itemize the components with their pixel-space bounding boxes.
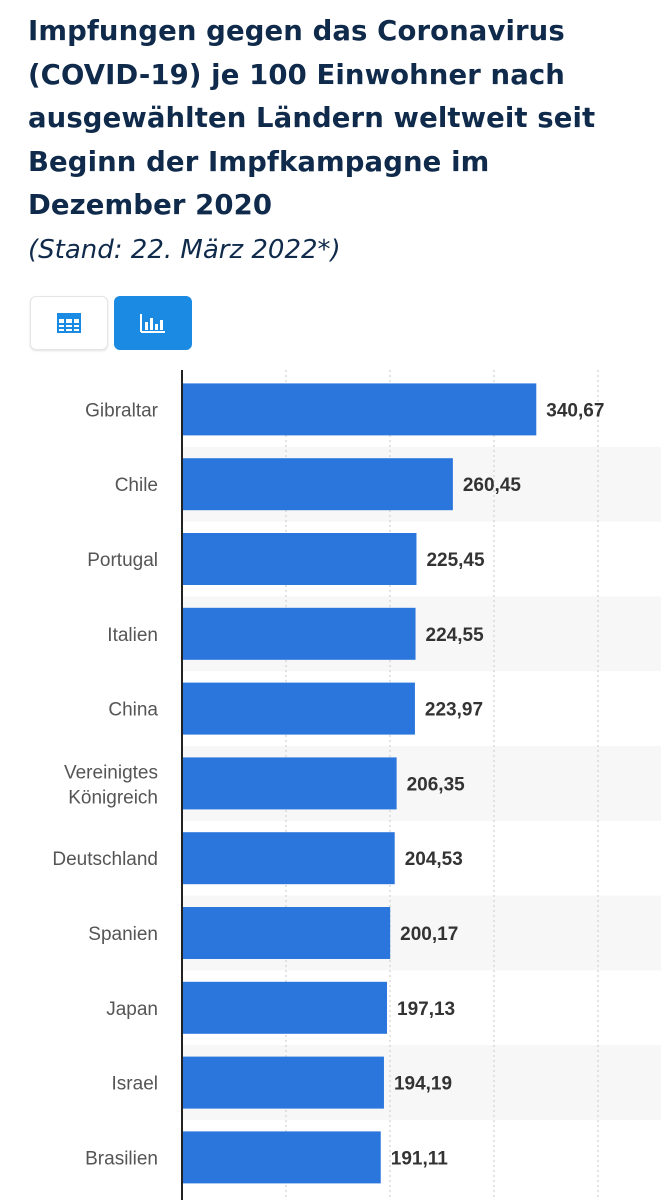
category-label: Israel	[112, 1074, 158, 1095]
bar-chart: 340,67 Gibraltar 260,45 Chile 225,45 Portugal…	[0, 370, 661, 1200]
category-label: Chile	[115, 475, 158, 496]
value-label: 206,35	[407, 774, 466, 795]
bar	[182, 757, 397, 810]
bar-chart-plot: 340,67 Gibraltar 260,45 Chile 225,45 Portugal…	[52, 370, 661, 1200]
bar	[182, 682, 415, 735]
table-icon	[57, 313, 81, 333]
value-label: 225,45	[426, 550, 485, 571]
bar	[182, 1131, 381, 1184]
bar-chart-icon	[140, 314, 165, 333]
chart-subtitle: (Stand: 22. März 2022*)	[28, 235, 341, 265]
value-label: 224,55	[426, 625, 485, 646]
table-view-button[interactable]	[30, 296, 108, 350]
category-label: Portugal	[87, 550, 158, 571]
bar	[182, 981, 388, 1034]
chart-view-button[interactable]	[114, 296, 192, 350]
value-label: 194,19	[394, 1074, 452, 1095]
bar	[182, 383, 537, 436]
value-label: 260,45	[463, 475, 522, 496]
value-label: 191,11	[391, 1148, 448, 1169]
category-label: Spanien	[88, 924, 158, 945]
category-label: Japan	[106, 999, 158, 1020]
category-label: Deutschland	[52, 849, 158, 870]
value-label: 340,67	[546, 400, 604, 421]
category-label: Gibraltar	[85, 400, 159, 421]
value-label: 204,53	[405, 849, 463, 870]
bar	[182, 907, 391, 959]
category-label: Italien	[107, 625, 158, 646]
value-label: 197,13	[397, 999, 455, 1020]
chart-title: Impfungen gegen das Coronavirus (COVID-1…	[28, 15, 596, 221]
bar	[182, 533, 417, 585]
category-label: Vereinigtes Königreich	[64, 762, 158, 808]
bar	[182, 832, 395, 885]
bar	[182, 458, 453, 511]
value-label: 223,97	[425, 700, 483, 721]
value-label: 200,17	[400, 924, 458, 945]
bar	[182, 607, 416, 660]
category-label: China	[108, 700, 158, 721]
category-label: Brasilien	[85, 1148, 158, 1169]
bar	[182, 1056, 384, 1109]
